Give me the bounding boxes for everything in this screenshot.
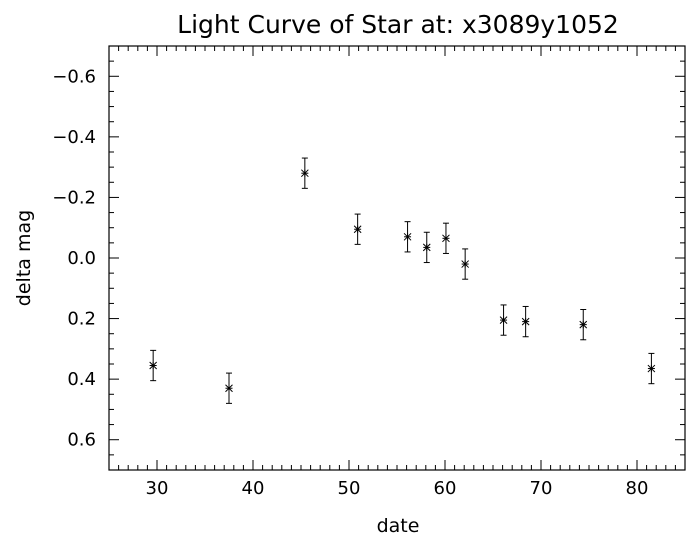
axis-ticks [108, 45, 686, 471]
x-axis-label: date [377, 515, 420, 537]
x-tick-labels: 30 40 50 60 70 80 [146, 478, 649, 499]
x-tick-label: 40 [242, 478, 265, 499]
data-point [422, 231, 431, 264]
data-point [149, 349, 158, 382]
data-point [579, 308, 588, 341]
asterisk-marker [422, 243, 431, 252]
asterisk-marker [521, 317, 530, 326]
x-tick-label: 70 [530, 478, 553, 499]
data-point [225, 372, 233, 404]
y-tick-labels: −0.6 −0.4 −0.2 0.0 0.2 0.4 0.6 [52, 66, 96, 450]
x-tick-label: 60 [434, 478, 457, 499]
y-tick-label: 0.2 [67, 309, 96, 330]
asterisk-marker [403, 232, 412, 241]
data-point [403, 221, 412, 253]
y-tick-label: −0.2 [52, 187, 96, 208]
data-point [300, 157, 309, 189]
data-point [461, 248, 470, 280]
y-tick-label: 0.6 [67, 430, 96, 451]
x-tick-label: 80 [626, 478, 649, 499]
data-point [499, 304, 508, 336]
asterisk-marker [300, 169, 309, 178]
asterisk-marker [499, 316, 508, 324]
asterisk-marker [225, 384, 233, 393]
asterisk-marker [461, 260, 470, 268]
x-tick-label: 50 [338, 478, 361, 499]
y-tick-label: 0.4 [67, 369, 96, 390]
plot-frame [108, 45, 686, 471]
data-point [521, 305, 530, 338]
asterisk-marker [353, 225, 362, 234]
data-point [647, 352, 656, 385]
asterisk-marker [647, 364, 656, 373]
data-points [149, 157, 656, 404]
chart-title: Light Curve of Star at: x3089y1052 [177, 10, 619, 39]
asterisk-marker [442, 234, 450, 243]
x-tick-label: 30 [146, 478, 169, 499]
asterisk-marker [149, 361, 158, 370]
y-tick-label: −0.4 [52, 127, 96, 148]
y-tick-label: −0.6 [52, 66, 96, 87]
y-tick-label: 0.0 [67, 248, 96, 269]
y-axis-label: delta mag [13, 210, 35, 306]
asterisk-marker [579, 320, 588, 329]
data-point [442, 222, 450, 254]
data-point [353, 213, 362, 245]
